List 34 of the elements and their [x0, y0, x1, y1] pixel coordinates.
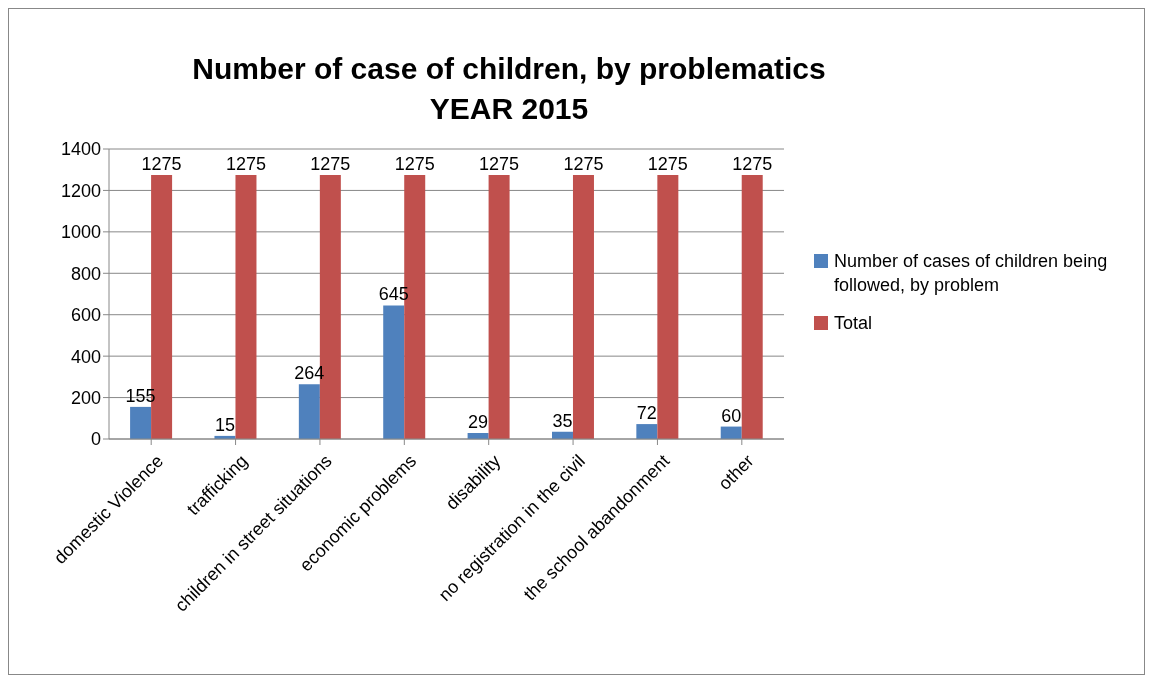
y-tick-label: 0 [90, 429, 101, 450]
data-label: 1275 [479, 153, 520, 174]
chart-subtitle: YEAR 2015 [428, 91, 590, 127]
y-tick-label: 1400 [60, 139, 101, 160]
bar [298, 384, 320, 439]
legend-label: Total [834, 312, 873, 335]
y-tick-label: 800 [70, 263, 101, 284]
data-label: 72 [636, 403, 657, 424]
bar [741, 174, 763, 439]
data-label: 1275 [563, 153, 604, 174]
y-tick-label: 600 [70, 305, 101, 326]
data-label: 35 [552, 410, 573, 431]
y-tick-label: 1200 [60, 180, 101, 201]
data-label: 1275 [394, 153, 435, 174]
y-tick-label: 200 [70, 387, 101, 408]
data-label: 1275 [225, 153, 266, 174]
legend-label: Number of cases of children being followed, by problem [834, 250, 1109, 297]
data-label: 1275 [141, 153, 182, 174]
data-label: 15 [214, 414, 235, 435]
y-tick-label: 400 [70, 346, 101, 367]
bar [383, 305, 405, 439]
y-tick-label: 1000 [60, 222, 101, 243]
bar [235, 174, 257, 439]
data-label: 1275 [310, 153, 351, 174]
data-label: 1275 [732, 153, 773, 174]
data-label: 1275 [647, 153, 688, 174]
data-label: 60 [721, 405, 742, 426]
bar [636, 424, 658, 439]
bar [657, 174, 679, 439]
chart-title: Number of case of children, by problematics [191, 51, 827, 87]
bar [130, 406, 152, 439]
bar [572, 174, 594, 439]
bar [488, 174, 510, 439]
data-label: 29 [468, 411, 489, 432]
